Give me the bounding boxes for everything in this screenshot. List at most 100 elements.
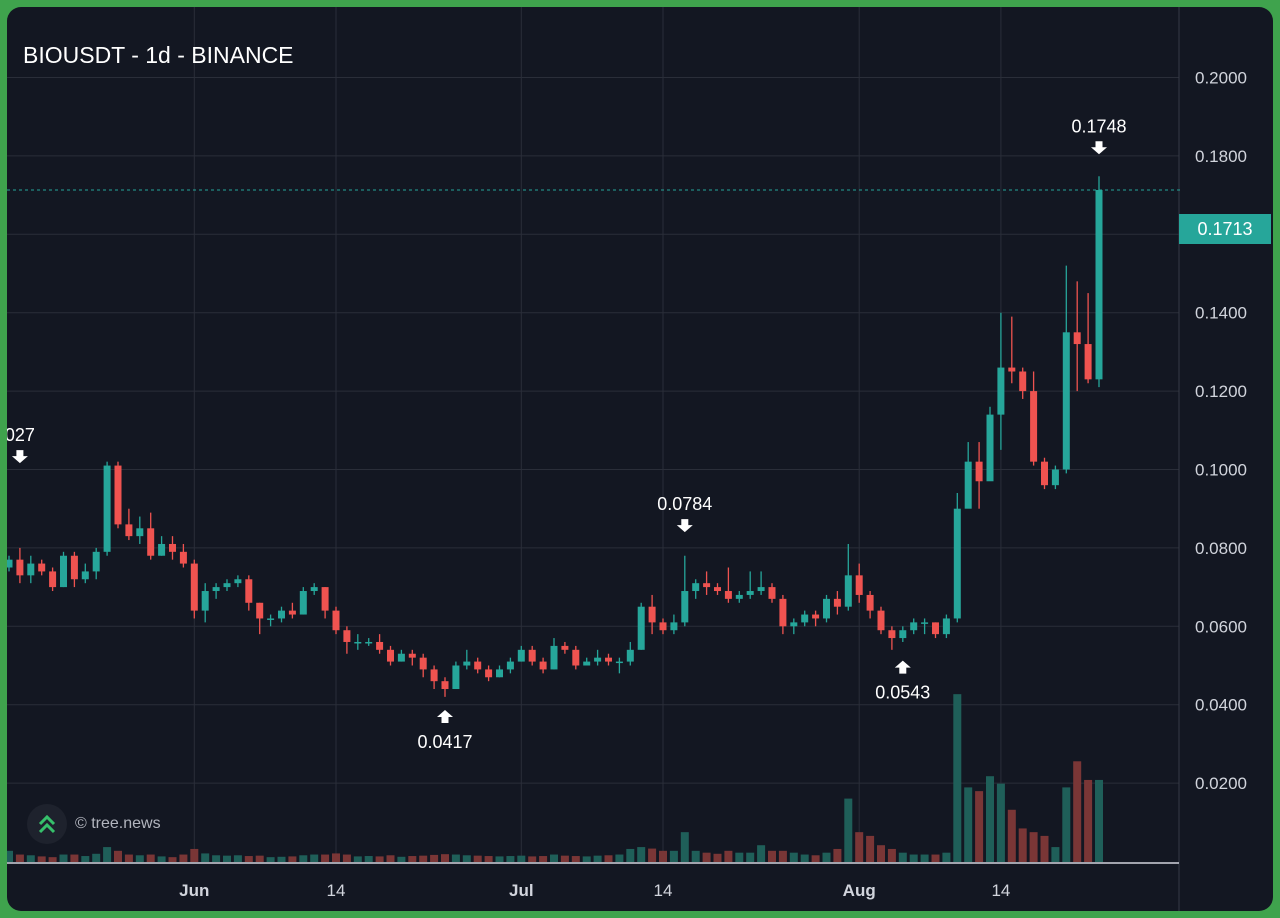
candle-body (179, 551, 187, 564)
candle-body (1019, 371, 1027, 392)
volume-bar (887, 848, 896, 862)
volume-bar (571, 856, 580, 862)
volume-bar (103, 847, 112, 862)
volume-bar (724, 850, 733, 862)
volume-bar (157, 856, 166, 862)
candle-body (615, 661, 623, 664)
candle-body (844, 575, 852, 607)
candle-body (583, 661, 591, 666)
y-tick-label: 0.0400 (1195, 696, 1247, 715)
volume-bar (637, 847, 646, 862)
last-price-label: 0.1713 (1179, 214, 1271, 244)
annotation-label: 027 (7, 425, 35, 445)
candle-body (125, 524, 133, 537)
volume-bar (277, 856, 286, 862)
candle-body (419, 657, 427, 670)
volume-bar (212, 855, 221, 862)
annotation-label: 0.0417 (417, 732, 472, 752)
candlestick-chart[interactable]: 0.22000.20000.18000.16000.14000.12000.10… (7, 7, 1273, 911)
annotation-label: 0.1748 (1071, 116, 1126, 136)
volume-bar (539, 856, 548, 862)
candle-body (256, 602, 264, 619)
candle-body (910, 622, 918, 631)
volume-bar (190, 848, 199, 862)
volume-bar (81, 856, 90, 862)
candle-body (506, 661, 514, 670)
volume-bar (942, 852, 951, 862)
candle-body (1041, 461, 1048, 486)
volume-bar (386, 855, 395, 862)
candle-body (365, 641, 373, 644)
volume-bar (1018, 828, 1027, 862)
volume-bar (615, 854, 624, 862)
candle-body (692, 583, 700, 592)
candle-body (899, 630, 907, 639)
volume-bar (332, 853, 340, 862)
candle-body (866, 594, 874, 611)
volume-bar (659, 850, 667, 862)
volume-bar (909, 854, 918, 862)
candle-body (626, 649, 634, 662)
volume-bar (648, 848, 657, 862)
volume-bar (201, 853, 210, 862)
volume-bar (822, 852, 831, 862)
volume-bar (1040, 835, 1049, 862)
candle-body (245, 579, 253, 603)
y-tick-label: 0.0800 (1195, 539, 1247, 558)
volume-bar (560, 855, 569, 862)
candle-body (757, 587, 765, 592)
candle-body (637, 606, 645, 650)
y-tick-label: 0.2200 (1195, 7, 1247, 9)
candle-body (321, 587, 329, 611)
candle-body (49, 571, 57, 588)
volume-bar (92, 853, 101, 862)
volume-bar (1029, 832, 1038, 862)
candle-body (1084, 344, 1092, 380)
candle-body (147, 528, 155, 556)
candle-body (496, 669, 503, 678)
volume-bar (811, 855, 820, 862)
volume-bar (484, 856, 493, 862)
candle-body (997, 367, 1005, 415)
candle-body (212, 587, 220, 592)
candle-body (833, 598, 841, 607)
volume-bar (866, 835, 875, 862)
candle-body (779, 598, 787, 627)
volume-bar (1007, 809, 1016, 862)
candle-body (7, 559, 13, 568)
candle-body (659, 622, 667, 631)
volume-bar (953, 694, 962, 862)
volume-bar (877, 845, 885, 862)
volume-bar (135, 855, 144, 862)
candle-body (517, 649, 525, 662)
candle-body (234, 579, 242, 584)
volume-bar (451, 854, 460, 862)
candle-body (681, 591, 689, 623)
candle-body (823, 598, 830, 619)
volume-bar (419, 855, 428, 862)
candle-body (670, 622, 678, 631)
chart-frame: 0.22000.20000.18000.16000.14000.12000.10… (7, 7, 1273, 911)
candle-body (942, 618, 950, 635)
volume-bar (931, 854, 940, 862)
watermark: © tree.news (27, 804, 161, 844)
volume-bar (1073, 761, 1082, 862)
candle-body (136, 528, 144, 537)
y-tick-label: 0.0200 (1195, 774, 1247, 793)
volume-bar (1084, 779, 1093, 862)
volume-bar (364, 856, 373, 862)
volume-bar (15, 854, 24, 862)
volume-bar (669, 850, 678, 862)
arrow-down-icon (676, 519, 693, 533)
volume-bar (680, 832, 689, 862)
candle-body (92, 551, 100, 572)
candle-body (38, 563, 46, 572)
candle-body (299, 591, 307, 615)
volume-bar (37, 856, 46, 862)
candle-body (16, 559, 24, 576)
candle-body (1095, 190, 1103, 380)
candle-body (768, 587, 776, 599)
candle-body (986, 414, 994, 482)
candle-body (921, 622, 929, 624)
volume-bar (833, 848, 842, 862)
